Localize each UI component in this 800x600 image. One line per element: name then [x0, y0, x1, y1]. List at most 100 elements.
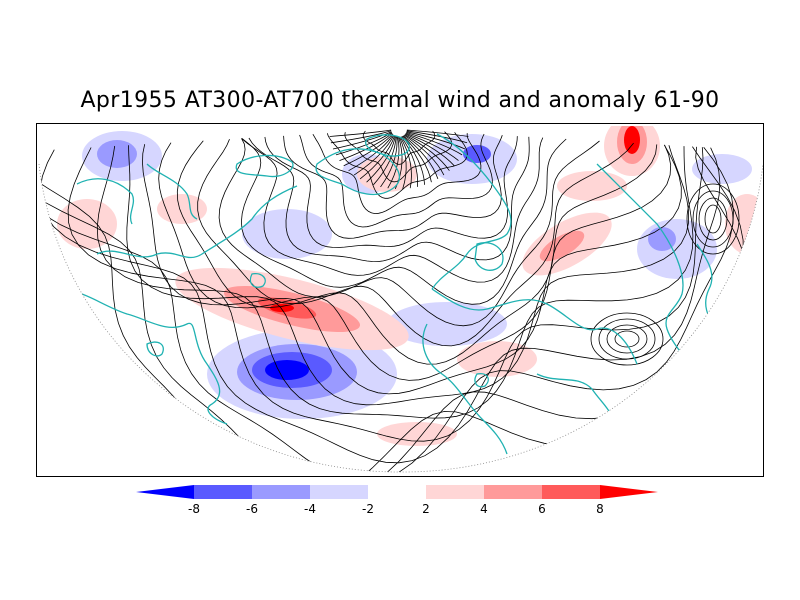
- streamline: [126, 145, 689, 406]
- streamline-eddy: [614, 330, 640, 348]
- coastline: [474, 242, 504, 271]
- streamline: [158, 142, 672, 381]
- streamline: [330, 130, 392, 144]
- colorbar-tick-label: 8: [596, 502, 604, 516]
- colorbar-swatch: [484, 485, 542, 499]
- colorbar-labels: -8 -6 -4 -2 2 4 6 8: [188, 502, 604, 516]
- anomaly-positive: [557, 171, 627, 201]
- coastline: [422, 323, 508, 455]
- streamline: [405, 133, 455, 167]
- anomaly-negative: [387, 302, 507, 346]
- anomaly-positive: [539, 230, 585, 262]
- colorbar-tick-label: -2: [362, 502, 374, 516]
- map-canvas: [38, 126, 763, 473]
- hemisphere-edge: [38, 163, 763, 473]
- colorbar-swatch: [252, 485, 310, 499]
- streamline: [406, 131, 466, 150]
- coastline: [431, 133, 512, 290]
- streamline-eddy: [606, 324, 648, 354]
- streamline: [264, 136, 518, 248]
- streamline: [399, 136, 412, 189]
- streamline: [326, 132, 468, 199]
- colorbar-tick-label: -6: [246, 502, 258, 516]
- streamline: [67, 147, 704, 442]
- streamline: [399, 136, 407, 190]
- colorbar-swatch: [194, 485, 252, 499]
- streamline: [329, 129, 392, 137]
- streamline-eddy: [686, 183, 740, 255]
- anomaly-positive: [57, 199, 117, 249]
- streamline-eddy: [704, 204, 722, 234]
- streamline: [248, 136, 530, 263]
- coastline: [596, 163, 698, 375]
- streamline: [366, 136, 396, 183]
- coastline: [76, 178, 135, 225]
- streamline: [39, 147, 734, 473]
- anomaly-negative: [637, 219, 717, 279]
- map-title: Apr1955 AT300-AT700 thermal wind and ano…: [80, 88, 720, 113]
- anomaly-positive: [377, 422, 457, 446]
- streamline: [39, 147, 721, 464]
- streamline: [343, 133, 393, 167]
- streamline: [283, 135, 503, 239]
- coastline: [474, 373, 489, 388]
- coastline: [365, 134, 410, 157]
- streamline: [353, 134, 395, 176]
- streamline: [404, 134, 450, 171]
- streamline: [380, 136, 398, 188]
- streamline: [241, 137, 544, 283]
- anomaly-negative: [692, 154, 752, 184]
- streamline: [403, 134, 445, 176]
- streamline: [400, 136, 419, 187]
- streamline: [406, 132, 463, 156]
- streamline: [402, 135, 432, 183]
- streamline: [403, 135, 439, 180]
- streamline: [299, 133, 493, 228]
- streamline: [197, 139, 634, 347]
- colorbar-swatches: [136, 485, 658, 499]
- colorbar-tick-label: -8: [188, 502, 200, 516]
- streamline: [348, 134, 394, 172]
- streamline: [240, 138, 567, 305]
- anomaly-negative: [265, 360, 309, 380]
- coastline: [146, 163, 198, 220]
- colorbar-legend: -8 -6 -4 -2 2 4 6 8: [136, 485, 658, 516]
- thermal-wind-streamlines: [39, 129, 750, 473]
- streamline: [362, 130, 436, 165]
- streamline: [312, 133, 482, 215]
- coastline: [235, 154, 294, 178]
- streamline-eddy: [590, 312, 664, 366]
- streamline: [359, 135, 395, 180]
- colorbar-tick-label: 2: [422, 502, 430, 516]
- thermal-wind-map: [36, 123, 764, 477]
- coastline: [536, 373, 614, 430]
- streamline: [96, 145, 694, 419]
- coastline: [249, 273, 266, 288]
- colorbar-swatch: [426, 485, 484, 499]
- colorbar-arrow-low: [136, 485, 194, 499]
- streamline: [387, 136, 400, 189]
- colorbar-tick-label: 4: [480, 502, 488, 516]
- streamline-eddy: [698, 197, 728, 241]
- colorbar-swatch: [542, 485, 600, 499]
- anomaly-positive: [157, 194, 207, 224]
- coastline: [146, 341, 164, 357]
- colorbar-swatch: [310, 485, 368, 499]
- streamline-eddy: [692, 190, 734, 248]
- colorbar-tick-label: 6: [538, 502, 546, 516]
- streamline: [405, 132, 459, 161]
- anomaly-negative: [648, 227, 676, 251]
- coastline: [315, 148, 401, 196]
- streamline-eddy: [598, 318, 656, 360]
- streamline: [406, 129, 469, 137]
- colorbar-arrow-high: [600, 485, 658, 499]
- streamline: [332, 131, 392, 150]
- anomaly-shading: [57, 126, 763, 446]
- coastline: [56, 290, 228, 425]
- streamline: [176, 140, 658, 365]
- anomaly-negative: [97, 140, 137, 168]
- coastline: [431, 288, 638, 365]
- streamline: [218, 138, 600, 327]
- colorbar-tick-label: -4: [304, 502, 316, 516]
- anomaly-positive: [270, 304, 294, 312]
